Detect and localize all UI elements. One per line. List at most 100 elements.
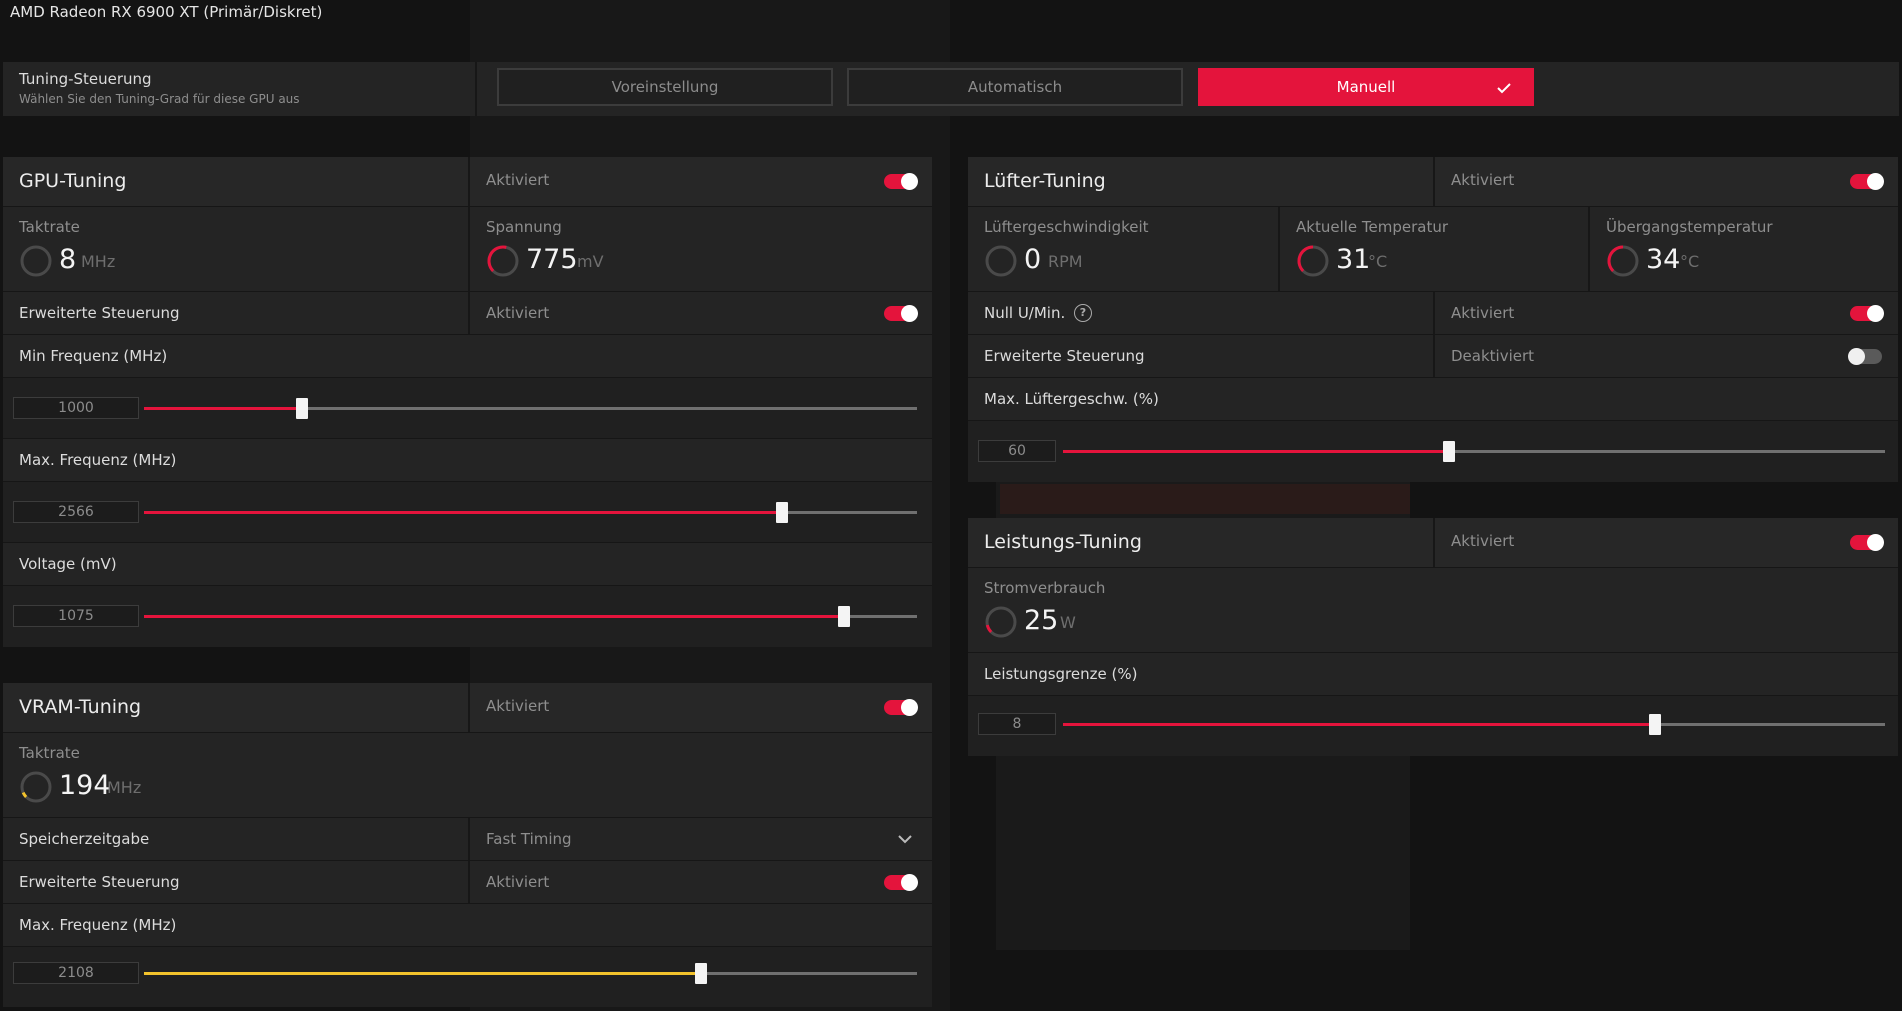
- power-consumption-value: 25: [1024, 605, 1059, 636]
- gpu-clock-unit: MHz: [81, 252, 116, 271]
- power-limit-label: Leistungsgrenze (%): [984, 665, 1138, 683]
- junction-temperature-value: 34: [1646, 244, 1681, 275]
- gpu-tuning-status: Aktiviert: [486, 171, 550, 189]
- power-limit-slider[interactable]: [1063, 714, 1885, 735]
- max-frequency-slider-thumb[interactable]: [775, 502, 788, 523]
- gpu-metrics-row: Taktrate 8 MHz Spannung 775 mV: [3, 207, 932, 292]
- preset-button[interactable]: Voreinstellung: [497, 68, 833, 106]
- fan-speed-gauge-icon: [985, 245, 1017, 277]
- fan-metrics-row: Lüftergeschwindigkeit 0 RPM Aktuelle Tem…: [968, 207, 1898, 292]
- voltage-slider[interactable]: [144, 606, 917, 627]
- current-temperature-gauge-icon: [1297, 245, 1329, 277]
- zero-rpm-row: Null U/Min. ? Aktiviert: [968, 292, 1898, 335]
- help-icon[interactable]: ?: [1074, 304, 1092, 322]
- max-fan-speed-slider-row: 60: [968, 421, 1898, 482]
- voltage-input[interactable]: 1075: [13, 605, 139, 627]
- gpu-tuning-toggle[interactable]: [884, 173, 918, 190]
- memory-timing-label: Speicherzeitgabe: [19, 830, 150, 848]
- vram-clock-label: Taktrate: [19, 744, 80, 762]
- min-frequency-slider[interactable]: [144, 398, 917, 419]
- fan-tuning-toggle[interactable]: [1850, 173, 1884, 190]
- max-frequency-slider-row: 2566: [3, 482, 932, 543]
- gpu-tuning-title: GPU-Tuning: [19, 170, 127, 192]
- chevron-down-icon: [898, 835, 912, 844]
- vram-tuning-toggle[interactable]: [884, 699, 918, 716]
- memory-timing-value: Fast Timing: [486, 830, 572, 848]
- min-frequency-slider-row: 1000: [3, 378, 932, 439]
- memory-timing-row: Speicherzeitgabe Fast Timing: [3, 818, 932, 861]
- zero-rpm-label: Null U/Min.: [984, 304, 1066, 322]
- power-tuning-header: Leistungs-Tuning Aktiviert: [968, 518, 1898, 568]
- tuning-control-title: Tuning-Steuerung: [19, 70, 152, 88]
- voltage-slider-thumb[interactable]: [837, 606, 850, 627]
- background-glow: [1000, 484, 1410, 514]
- gpu-tuning-header: GPU-Tuning Aktiviert: [3, 157, 932, 207]
- fan-tuning-panel: Lüfter-Tuning Aktiviert Lüftergeschwindi…: [968, 157, 1898, 482]
- power-tuning-title: Leistungs-Tuning: [984, 531, 1142, 553]
- voltage-label: Voltage (mV): [19, 555, 117, 573]
- power-tuning-toggle[interactable]: [1850, 534, 1884, 551]
- power-consumption-unit: W: [1060, 613, 1076, 632]
- fan-advanced-toggle[interactable]: [1848, 348, 1882, 365]
- vram-advanced-toggle[interactable]: [884, 874, 918, 891]
- zero-rpm-toggle[interactable]: [1850, 305, 1884, 322]
- memory-timing-dropdown[interactable]: Fast Timing: [468, 818, 932, 860]
- gpu-voltage-unit: mV: [577, 252, 604, 271]
- voltage-label-row: Voltage (mV): [3, 543, 932, 586]
- voltage-slider-row: 1075: [3, 586, 932, 647]
- max-fan-speed-label-row: Max. Lüftergeschw. (%): [968, 378, 1898, 421]
- manual-button[interactable]: Manuell: [1198, 68, 1534, 106]
- power-tuning-panel: Leistungs-Tuning Aktiviert Stromverbrauc…: [968, 518, 1898, 756]
- max-fan-speed-slider[interactable]: [1063, 441, 1885, 462]
- vram-tuning-status: Aktiviert: [486, 697, 550, 715]
- tuning-options: Voreinstellung Automatisch Manuell: [475, 62, 1899, 116]
- min-frequency-slider-thumb[interactable]: [296, 398, 309, 419]
- min-frequency-label: Min Frequenz (MHz): [19, 347, 168, 365]
- max-frequency-slider[interactable]: [144, 502, 917, 523]
- fan-advanced-status: Deaktiviert: [1451, 347, 1535, 365]
- current-temperature-label: Aktuelle Temperatur: [1296, 218, 1449, 236]
- manual-button-label: Manuell: [1336, 78, 1396, 96]
- max-fan-speed-label: Max. Lüftergeschw. (%): [984, 390, 1159, 408]
- gpu-voltage-value: 775: [526, 244, 578, 275]
- gpu-clock-label: Taktrate: [19, 218, 80, 236]
- automatic-button[interactable]: Automatisch: [847, 68, 1183, 106]
- vram-tuning-header: VRAM-Tuning Aktiviert: [3, 683, 932, 733]
- vram-tuning-panel: VRAM-Tuning Aktiviert Taktrate 194 MHz S…: [3, 683, 932, 1007]
- fan-tuning-header: Lüfter-Tuning Aktiviert: [968, 157, 1898, 207]
- vram-advanced-status: Aktiviert: [486, 873, 550, 891]
- fan-tuning-title: Lüfter-Tuning: [984, 170, 1106, 192]
- fan-tuning-status: Aktiviert: [1451, 171, 1515, 189]
- vram-max-frequency-slider[interactable]: [144, 963, 917, 984]
- power-consumption-label: Stromverbrauch: [984, 579, 1106, 597]
- tuning-control-bar: Tuning-Steuerung Wählen Sie den Tuning-G…: [3, 62, 1899, 116]
- vram-max-frequency-slider-row: 2108: [3, 947, 932, 1007]
- junction-temperature-unit: °C: [1680, 252, 1700, 271]
- max-fan-speed-slider-thumb[interactable]: [1443, 441, 1456, 462]
- zero-rpm-status: Aktiviert: [1451, 304, 1515, 322]
- gpu-voltage-gauge-icon: [487, 245, 519, 277]
- power-tuning-status: Aktiviert: [1451, 532, 1515, 550]
- power-limit-slider-thumb[interactable]: [1648, 714, 1661, 735]
- gpu-clock-value: 8: [59, 244, 77, 275]
- min-frequency-input[interactable]: 1000: [13, 397, 139, 419]
- fan-speed-unit: RPM: [1048, 252, 1083, 271]
- gpu-name: AMD Radeon RX 6900 XT (Primär/Diskret): [10, 3, 323, 21]
- fan-speed-value: 0: [1024, 244, 1042, 275]
- max-frequency-input[interactable]: 2566: [13, 501, 139, 523]
- fan-advanced-label: Erweiterte Steuerung: [984, 347, 1145, 365]
- max-fan-speed-input[interactable]: 60: [978, 440, 1056, 462]
- vram-tuning-title: VRAM-Tuning: [19, 696, 142, 718]
- vram-max-frequency-input[interactable]: 2108: [13, 962, 139, 984]
- power-metrics-row: Stromverbrauch 25 W: [968, 568, 1898, 653]
- power-limit-input[interactable]: 8: [978, 713, 1056, 735]
- vram-clock-gauge-icon: [20, 771, 52, 803]
- vram-max-frequency-slider-thumb[interactable]: [694, 963, 707, 984]
- min-frequency-label-row: Min Frequenz (MHz): [3, 335, 932, 378]
- vram-metrics-row: Taktrate 194 MHz: [3, 733, 932, 818]
- max-frequency-label-row: Max. Frequenz (MHz): [3, 439, 932, 482]
- gpu-advanced-toggle[interactable]: [884, 305, 918, 322]
- gpu-clock-gauge-icon: [20, 245, 52, 277]
- power-limit-label-row: Leistungsgrenze (%): [968, 653, 1898, 696]
- vram-advanced-row: Erweiterte Steuerung Aktiviert: [3, 861, 932, 904]
